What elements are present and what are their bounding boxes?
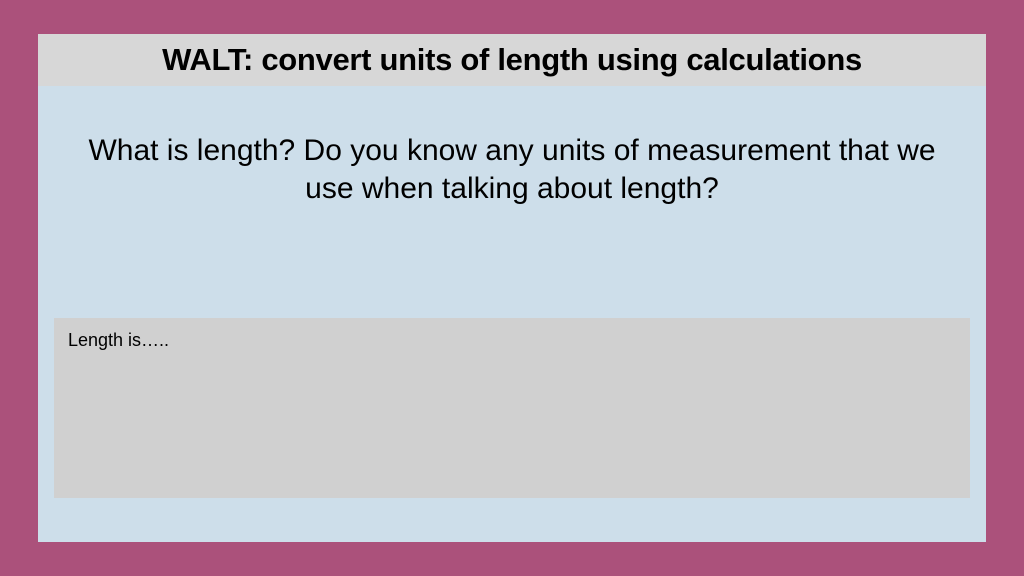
question-text: What is length? Do you know any units of… [62,132,962,207]
question-region: What is length? Do you know any units of… [38,86,986,207]
slide-title: WALT: convert units of length using calc… [54,42,970,78]
slide-container: WALT: convert units of length using calc… [38,34,986,542]
title-bar: WALT: convert units of length using calc… [38,34,986,86]
answer-prompt: Length is….. [68,330,956,351]
answer-box: Length is….. [54,318,970,498]
